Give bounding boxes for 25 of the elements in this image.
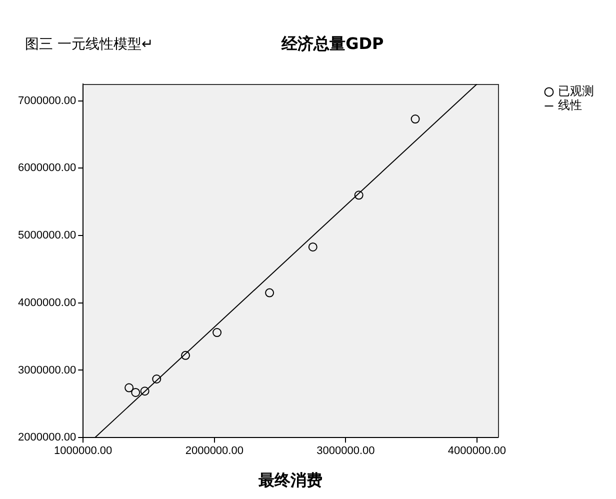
point [212,328,222,338]
x-tick-label: 1000000.00 [54,445,112,458]
y-tick-label: 6000000.00 [18,162,76,174]
y-tick-label: 3000000.00 [18,364,76,376]
point [354,190,364,200]
x-tick-label: 3000000.00 [316,445,375,458]
x-tick-label: 4000000.00 [448,445,506,458]
y-tick-label: 2000000.00 [18,432,76,444]
point [140,386,150,396]
y-tick-label: 5000000.00 [18,230,76,242]
point [265,288,274,298]
point [152,374,162,384]
point [131,388,140,397]
point [124,383,134,392]
point [181,350,190,360]
text: 图三 一元线性模型↵ [25,36,154,53]
point [308,242,318,252]
legend-label: 已观测 [558,84,594,98]
x-tick-label: 2000000.00 [185,445,244,458]
point [410,114,420,124]
chart-title: 经济总量GDP [280,34,384,54]
y-tick-label: 7000000.00 [18,94,76,107]
y-tick-label: 4000000.00 [18,296,76,309]
x-axis-title: 最终消费 [258,470,323,490]
legend-label: 线性 [558,98,582,112]
